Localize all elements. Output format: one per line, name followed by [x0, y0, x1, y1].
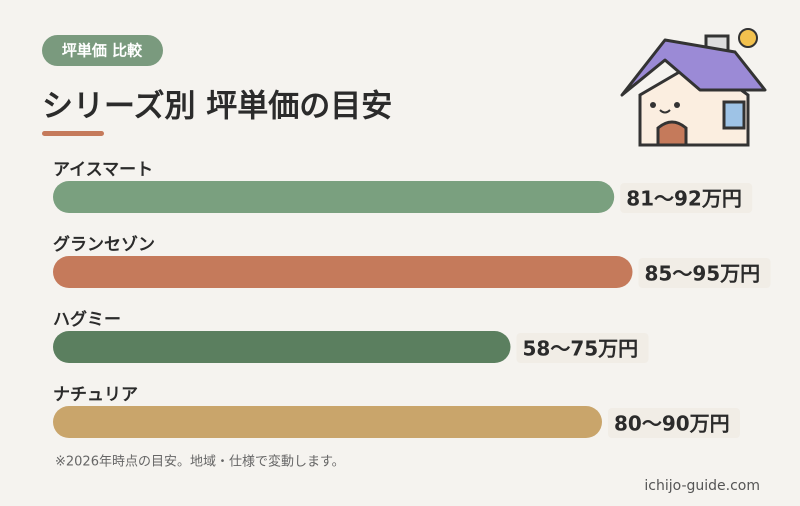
value-label: 58〜75万円: [523, 337, 639, 361]
category-label: ナチュリア: [53, 385, 138, 405]
value-label: 80〜90万円: [614, 412, 730, 436]
chart-title: シリーズ別 坪単価の目安: [42, 89, 392, 125]
note: ※2026年時点の目安。地域・仕様で変動します。: [55, 454, 345, 470]
badge-text: 坪単価 比較: [62, 42, 143, 60]
category-label: ハグミー: [53, 309, 121, 330]
bar: [53, 406, 602, 438]
house-illustration: [620, 28, 767, 147]
category-label: グランセゾン: [53, 234, 155, 255]
badge: [42, 35, 163, 66]
value-label-bg: [620, 183, 753, 213]
value-label-bg: [638, 258, 771, 288]
bar: [53, 331, 511, 363]
bar: [53, 181, 615, 213]
value-label-bg: [516, 333, 649, 363]
category-label: アイスマート: [53, 160, 153, 180]
value-label: 85〜95万円: [645, 262, 761, 286]
value-label: 81〜92万円: [626, 187, 742, 211]
value-label-bg: [608, 408, 740, 438]
source: ichijo-guide.com: [644, 478, 760, 494]
bar: [53, 256, 633, 288]
title-underline: [42, 131, 104, 136]
